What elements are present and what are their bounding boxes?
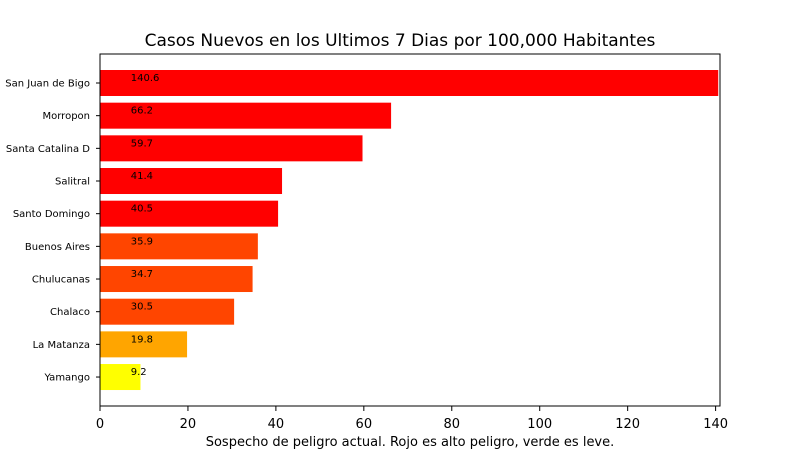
x-tick-label: 120 (615, 417, 640, 432)
x-tick-label: 0 (96, 417, 104, 432)
bar-group (100, 70, 719, 391)
x-tick-label: 100 (527, 417, 552, 432)
bar (100, 70, 719, 96)
x-tick-label: 60 (356, 417, 373, 432)
category-labels: San Juan de Bigo Morropon Santa Catalina D… (5, 79, 100, 384)
data-label: 140.6 (131, 73, 160, 84)
data-label: 35.9 (131, 236, 153, 247)
bar (100, 298, 235, 325)
bar (100, 364, 141, 391)
data-label: 30.5 (131, 302, 153, 313)
bar (100, 266, 253, 293)
data-label: 19.8 (131, 334, 153, 345)
category-label: Santa Catalina D (6, 144, 90, 155)
plot-frame (99, 53, 721, 407)
category-label: Salitral (55, 177, 90, 188)
x-tick-label: 80 (443, 417, 460, 432)
category-label: Chulucanas (32, 275, 90, 286)
bar (100, 102, 392, 129)
x-axis-label: Sospecho de peligro actual. Rojo es alto… (206, 435, 615, 450)
category-label: La Matanza (33, 340, 90, 351)
chart-title: Casos Nuevos en los Ultimos 7 Dias por 1… (145, 31, 656, 51)
category-label: Chalaco (50, 307, 90, 318)
x-tick-label: 20 (180, 417, 197, 432)
category-label: Santo Domingo (13, 209, 90, 220)
bar (100, 135, 363, 162)
x-axis: 0 20 40 60 80 100 120 140 (96, 406, 728, 432)
category-label: Buenos Aires (25, 242, 90, 253)
x-tick-label: 40 (268, 417, 285, 432)
category-label: Yamango (43, 373, 90, 384)
data-label: 40.5 (131, 204, 153, 215)
category-label: San Juan de Bigo (5, 79, 90, 90)
data-label: 59.7 (131, 138, 153, 149)
data-label: 34.7 (131, 269, 153, 280)
x-tick-label: 140 (703, 417, 728, 432)
data-labels: 140.6 66.2 59.7 41.4 40.5 35.9 34.7 30.5 19.8 9.2 (131, 73, 160, 378)
bar (100, 331, 188, 358)
bar (100, 233, 258, 260)
bar (100, 168, 283, 195)
data-label: 66.2 (131, 106, 153, 117)
category-label: Morropon (43, 111, 91, 122)
bar (100, 200, 279, 227)
data-label: 9.2 (131, 367, 147, 378)
data-label: 41.4 (131, 171, 153, 182)
